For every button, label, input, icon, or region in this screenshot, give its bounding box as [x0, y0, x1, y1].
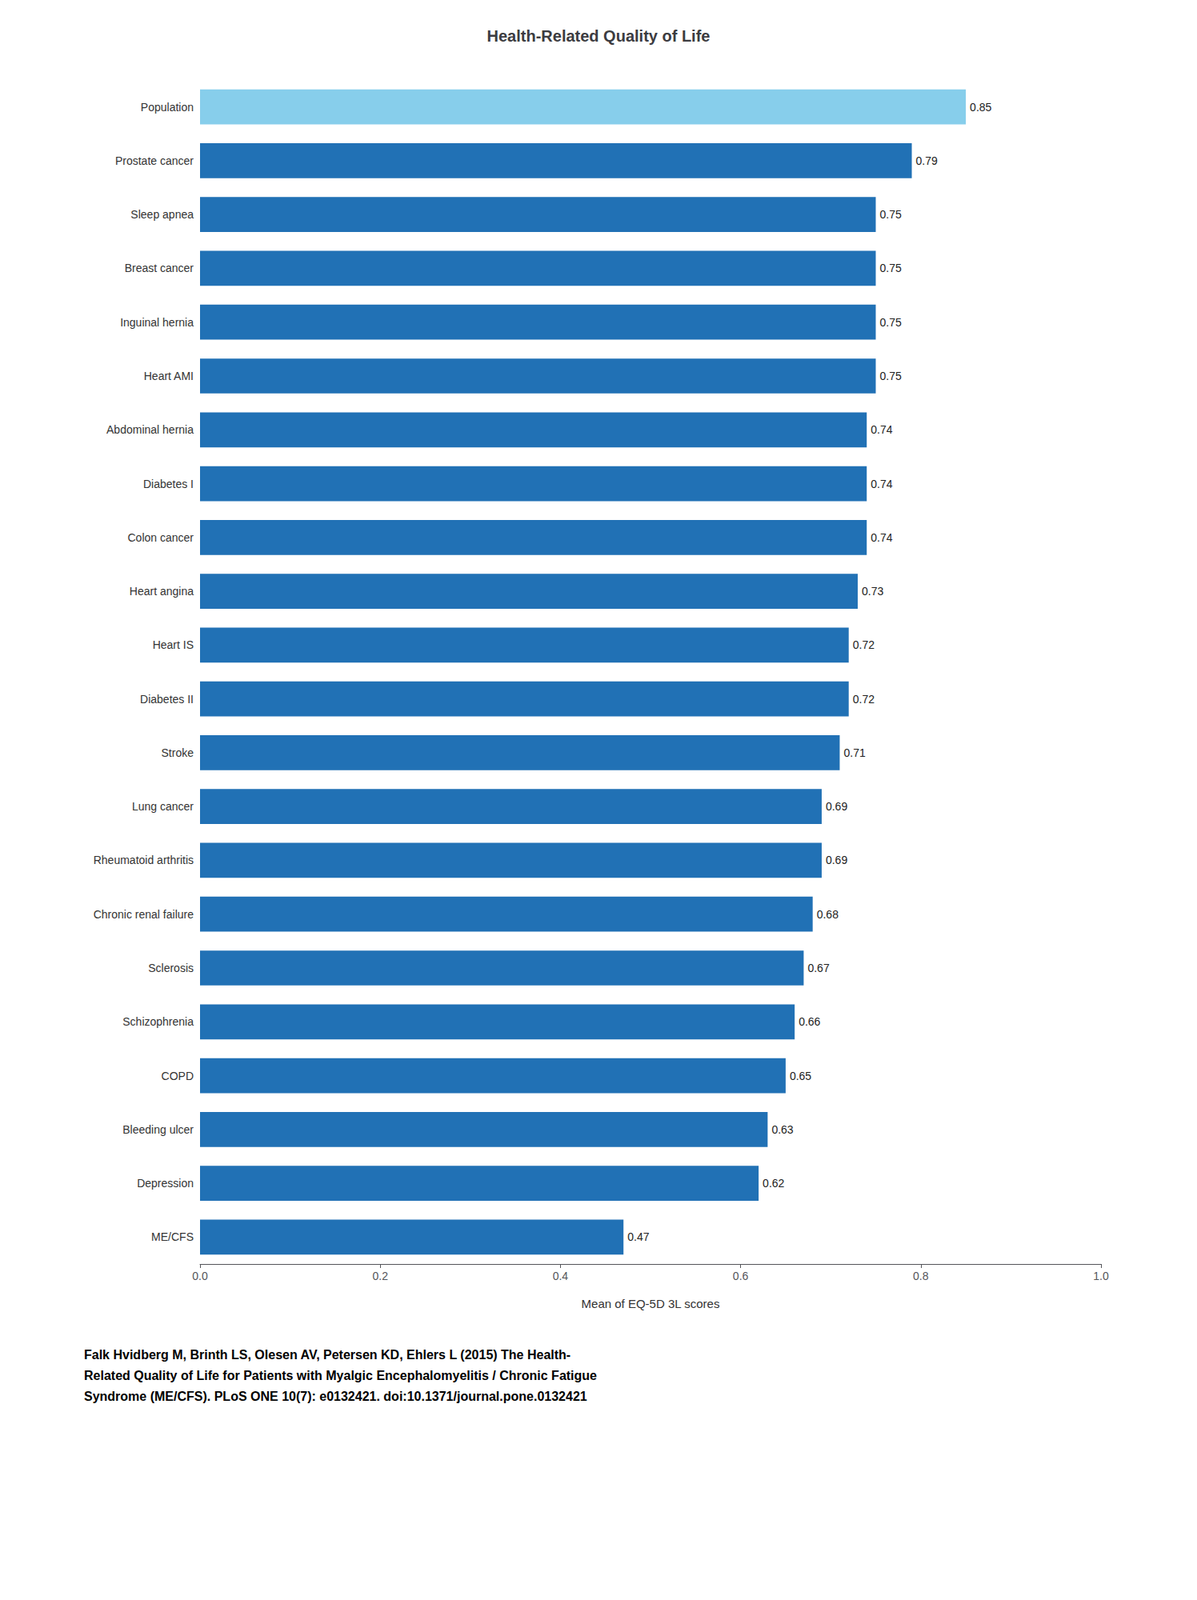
svg-text:0.62: 0.62 — [762, 1176, 785, 1190]
svg-text:ME/CFS: ME/CFS — [151, 1230, 194, 1244]
svg-text:0.72: 0.72 — [852, 638, 875, 652]
svg-text:0.74: 0.74 — [870, 531, 893, 545]
svg-text:0.65: 0.65 — [789, 1069, 812, 1083]
svg-text:Rheumatoid arthritis: Rheumatoid arthritis — [93, 853, 194, 867]
svg-text:1.0: 1.0 — [1092, 1269, 1109, 1283]
svg-text:0.47: 0.47 — [627, 1230, 649, 1244]
svg-text:Abdominal hernia: Abdominal hernia — [106, 423, 194, 437]
svg-text:Population: Population — [140, 100, 194, 114]
svg-text:Bleeding ulcer: Bleeding ulcer — [122, 1123, 194, 1137]
svg-text:0.72: 0.72 — [852, 692, 875, 706]
svg-text:Inguinal hernia: Inguinal hernia — [120, 316, 194, 329]
svg-text:COPD: COPD — [161, 1069, 194, 1083]
svg-text:0.69: 0.69 — [825, 800, 848, 813]
svg-text:Heart angina: Heart angina — [129, 584, 194, 598]
svg-text:Diabetes I: Diabetes I — [143, 477, 194, 491]
svg-text:0.69: 0.69 — [825, 853, 848, 867]
svg-text:0.67: 0.67 — [807, 961, 829, 975]
svg-text:Colon cancer: Colon cancer — [128, 531, 195, 545]
svg-text:Chronic renal failure: Chronic renal failure — [93, 908, 194, 921]
svg-text:Heart IS: Heart IS — [152, 638, 194, 652]
svg-text:Prostate cancer: Prostate cancer — [115, 154, 194, 168]
svg-text:0.71: 0.71 — [843, 746, 865, 760]
svg-text:Sleep apnea: Sleep apnea — [130, 208, 194, 221]
svg-text:0.73: 0.73 — [861, 584, 884, 598]
svg-text:Falk Hvidberg M, Brinth LS, Ol: Falk Hvidberg M, Brinth LS, Olesen AV, P… — [84, 1348, 571, 1362]
svg-text:0.75: 0.75 — [880, 208, 902, 221]
svg-text:0.2: 0.2 — [372, 1269, 389, 1283]
svg-text:Syndrome (ME/CFS). PLoS ONE 10: Syndrome (ME/CFS). PLoS ONE 10(7): e0132… — [84, 1389, 588, 1404]
svg-text:0.75: 0.75 — [880, 316, 902, 329]
svg-text:Depression: Depression — [136, 1176, 194, 1190]
svg-text:Lung cancer: Lung cancer — [132, 800, 194, 813]
svg-text:0.74: 0.74 — [870, 423, 893, 437]
svg-text:0.0: 0.0 — [192, 1269, 209, 1283]
svg-text:Mean of EQ-5D 3L scores: Mean of EQ-5D 3L scores — [581, 1297, 721, 1311]
svg-text:Related Quality of Life for Pa: Related Quality of Life for Patients wit… — [84, 1369, 597, 1383]
svg-text:Stroke: Stroke — [161, 746, 195, 760]
svg-text:Diabetes II: Diabetes II — [140, 692, 194, 706]
svg-text:0.85: 0.85 — [969, 100, 992, 114]
svg-text:Breast cancer: Breast cancer — [124, 261, 195, 275]
svg-text:0.4: 0.4 — [552, 1269, 569, 1283]
svg-text:0.75: 0.75 — [880, 369, 902, 383]
svg-text:0.74: 0.74 — [870, 477, 893, 491]
svg-text:0.66: 0.66 — [798, 1015, 821, 1029]
svg-text:Sclerosis: Sclerosis — [148, 961, 194, 975]
svg-text:Schizophrenia: Schizophrenia — [122, 1015, 194, 1029]
svg-text:0.6: 0.6 — [732, 1269, 749, 1283]
svg-text:0.79: 0.79 — [916, 154, 938, 168]
svg-text:Heart AMI: Heart AMI — [144, 369, 194, 383]
svg-text:0.63: 0.63 — [771, 1123, 793, 1137]
svg-text:0.75: 0.75 — [880, 261, 902, 275]
svg-text:0.68: 0.68 — [816, 908, 839, 921]
svg-text:Health-Related Quality of Life: Health-Related Quality of Life — [487, 27, 711, 45]
svg-text:0.8: 0.8 — [912, 1269, 929, 1283]
